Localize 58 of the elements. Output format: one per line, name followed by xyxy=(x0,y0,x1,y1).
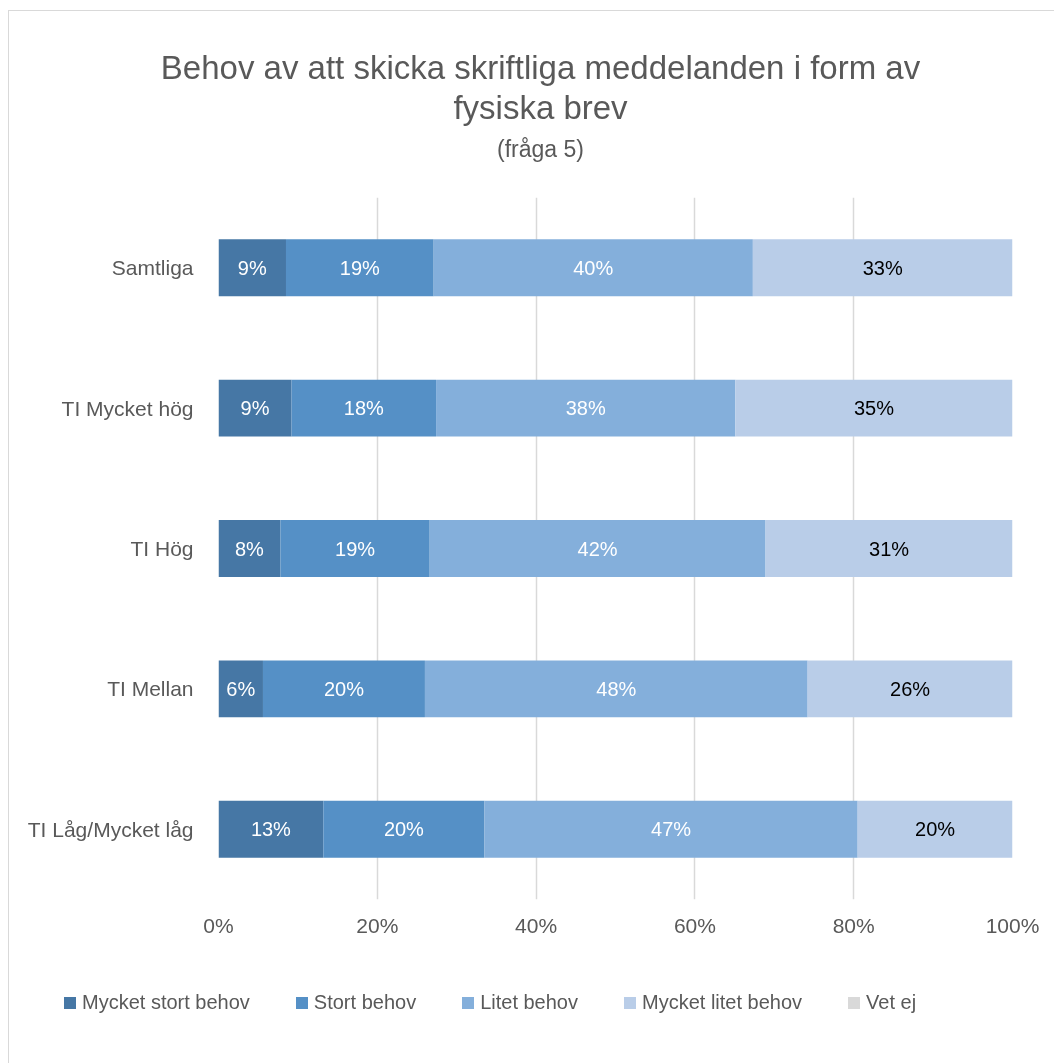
bar xyxy=(424,660,808,718)
legend-label: Vet ej xyxy=(866,991,917,1014)
data-label: 31% xyxy=(869,537,910,560)
x-tick-label: 60% xyxy=(673,913,716,937)
bar xyxy=(436,379,736,437)
bar xyxy=(429,520,766,577)
bar xyxy=(484,800,858,858)
data-label: 20% xyxy=(915,818,956,841)
y-tick-label: Samtliga xyxy=(111,256,194,280)
chart-title: Behov av att skicka skriftliga meddelanden i form av fysiska brev xyxy=(160,48,921,128)
x-tick-label: 100% xyxy=(985,913,1040,937)
x-tick-label: 40% xyxy=(515,913,558,937)
data-label: 26% xyxy=(890,677,931,700)
data-label: 33% xyxy=(862,256,903,279)
data-label: 18% xyxy=(343,397,385,420)
bar xyxy=(291,379,437,437)
bar xyxy=(218,800,324,858)
bar xyxy=(433,239,753,297)
bar xyxy=(752,239,1013,297)
data-label: 48% xyxy=(596,677,637,700)
y-tick-label: TI Låg/Mycket låg xyxy=(27,817,194,841)
bar xyxy=(218,379,292,437)
data-label: 47% xyxy=(651,818,692,841)
legend-label: Mycket stort behov xyxy=(82,991,250,1014)
bar xyxy=(807,660,1013,718)
bar xyxy=(765,520,1013,577)
bar xyxy=(218,660,263,718)
data-label: 9% xyxy=(240,397,270,420)
data-label: 35% xyxy=(853,397,895,420)
data-label: 20% xyxy=(323,677,365,700)
bar xyxy=(285,239,434,297)
data-label: 19% xyxy=(339,256,381,279)
bar xyxy=(857,800,1013,858)
x-tick-label: 0% xyxy=(203,913,234,937)
legend-label: Mycket litet behov xyxy=(642,991,803,1014)
bar xyxy=(323,800,485,858)
x-tick-label: 20% xyxy=(356,913,399,937)
data-label: 20% xyxy=(383,818,425,841)
data-label: 19% xyxy=(335,537,376,560)
data-label: 40% xyxy=(573,256,614,279)
chart-subtitle: (fråga 5) xyxy=(496,135,585,164)
legend-label: Litet behov xyxy=(480,991,578,1014)
data-label: 42% xyxy=(577,537,618,560)
bar xyxy=(218,239,286,297)
data-label: 6% xyxy=(226,677,256,700)
bar xyxy=(262,660,425,718)
data-label: 13% xyxy=(250,818,292,841)
y-tick-label: TI Hög xyxy=(130,537,194,560)
bar xyxy=(735,379,1013,437)
bar xyxy=(218,520,281,577)
data-label: 9% xyxy=(237,256,267,279)
bar xyxy=(280,520,430,577)
data-label: 38% xyxy=(565,397,606,420)
data-label: 8% xyxy=(235,537,265,560)
legend-label: Stort behov xyxy=(313,991,417,1014)
y-tick-label: TI Mycket hög xyxy=(61,396,194,420)
x-tick-label: 80% xyxy=(832,913,875,937)
y-tick-label: TI Mellan xyxy=(107,677,194,701)
